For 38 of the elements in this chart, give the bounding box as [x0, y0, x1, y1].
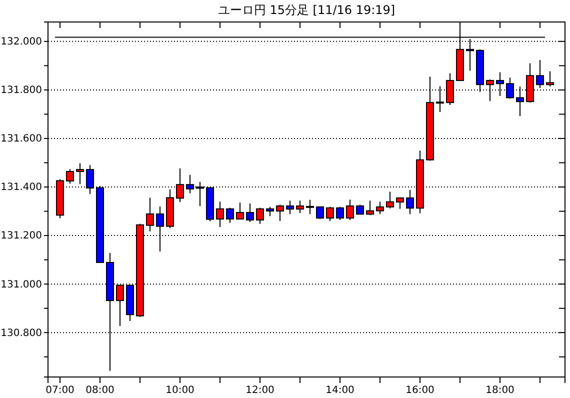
candlestick [366, 200, 374, 216]
x-tick-label: 18:00 [486, 385, 514, 396]
x-tick-label: 07:00 [46, 385, 74, 396]
candlestick [286, 200, 294, 215]
y-tick-label: 130.800 [0, 328, 42, 339]
candlestick [406, 189, 414, 215]
candlestick [266, 206, 274, 217]
candlestick [76, 162, 84, 185]
candlestick [386, 191, 394, 209]
y-tick-label: 132.000 [0, 36, 42, 48]
candlestick [256, 207, 264, 224]
y-tick-label: 131.600 [0, 134, 42, 145]
candlestick [376, 201, 384, 215]
x-tick-label: 14:00 [326, 385, 354, 396]
candlestick [226, 207, 234, 224]
candlestick [276, 204, 284, 222]
x-tick-label: 08:00 [86, 385, 114, 396]
candlestick [326, 206, 334, 222]
y-tick-label: 131.800 [0, 85, 42, 96]
candlestick [306, 199, 314, 215]
candlestick [296, 200, 304, 214]
x-tick-label: 16:00 [406, 385, 434, 396]
candlestick [546, 70, 554, 88]
y-tick-label: 131.000 [0, 279, 42, 290]
candlestick [346, 199, 354, 221]
chart-title: ユーロ円 15分足 [11/16 19:19] [218, 3, 396, 17]
candlestick [356, 204, 364, 215]
candlestick [236, 202, 244, 220]
x-tick-label: 12:00 [246, 385, 274, 396]
candlestick [246, 203, 254, 222]
candlestick [336, 206, 344, 221]
x-tick-label: 10:00 [166, 385, 194, 396]
y-tick-label: 131.200 [0, 230, 42, 242]
candlestick [316, 206, 324, 220]
candlestick [146, 197, 154, 232]
candlestick [216, 201, 224, 228]
candlestick [66, 168, 74, 184]
y-tick-label: 131.400 [0, 182, 42, 194]
